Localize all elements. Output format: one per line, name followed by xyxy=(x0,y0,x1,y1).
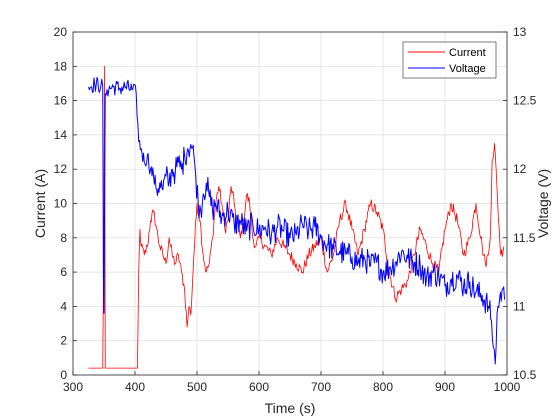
x-tick-label: 1000 xyxy=(494,380,521,394)
y-left-tick-label: 14 xyxy=(54,128,68,142)
x-tick-label: 500 xyxy=(187,380,207,394)
y-right-tick-label: 11.5 xyxy=(513,231,536,245)
x-tick-label: 600 xyxy=(249,380,269,394)
x-tick-label: 400 xyxy=(125,380,145,394)
y-right-tick-label: 10.5 xyxy=(513,368,537,382)
legend: Current Voltage xyxy=(402,41,497,79)
legend-label-voltage: Voltage xyxy=(449,63,486,75)
y-right-tick-label: 12 xyxy=(513,162,527,176)
y-right-tick-label: 13 xyxy=(513,25,527,39)
y-left-tick-label: 8 xyxy=(60,231,67,245)
y-right-tick-label: 11 xyxy=(513,299,526,313)
x-tick-label: 300 xyxy=(63,380,83,394)
x-tick-label: 700 xyxy=(311,380,331,394)
y-left-tick-label: 18 xyxy=(54,59,68,73)
legend-box xyxy=(402,41,497,79)
legend-label-current: Current xyxy=(449,47,486,59)
series-line-voltage xyxy=(88,76,506,365)
y-right-tick-label: 12.5 xyxy=(513,94,537,108)
series-layer xyxy=(88,65,506,369)
x-tick-label: 900 xyxy=(435,380,455,394)
y-left-tick-label: 12 xyxy=(54,162,68,176)
y-axis-right-label: Voltage (V) xyxy=(535,169,551,238)
y-left-tick-label: 2 xyxy=(60,334,67,348)
y-left-tick-label: 0 xyxy=(60,368,67,382)
tick-layer: 300 400 500 600 700 800 900 1000 0 2 4 6 8 10 12 14 16 18… xyxy=(54,25,537,394)
y-left-tick-label: 4 xyxy=(60,299,67,313)
x-axis-label: Time (s) xyxy=(265,400,316,416)
y-left-tick-label: 16 xyxy=(54,94,68,108)
x-tick-label: 800 xyxy=(373,380,393,394)
y-left-tick-label: 6 xyxy=(60,265,67,279)
y-left-tick-label: 20 xyxy=(54,25,68,39)
y-axis-left-label: Current (A) xyxy=(32,169,48,238)
y-left-tick-label: 10 xyxy=(54,197,68,211)
